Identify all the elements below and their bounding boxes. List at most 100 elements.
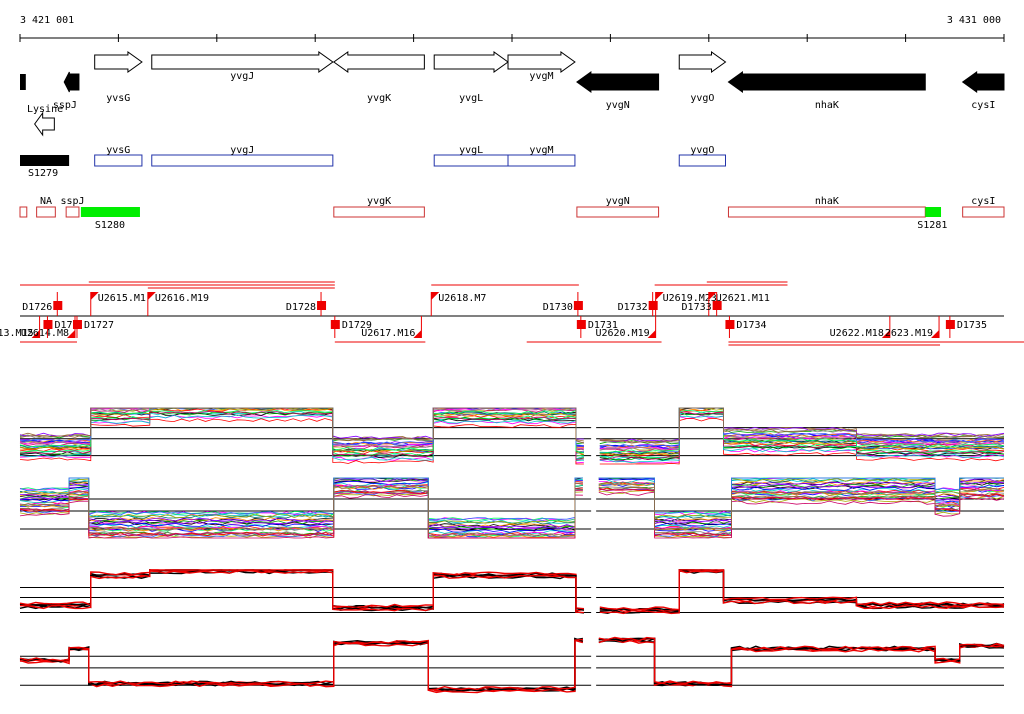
ruler-ticks — [19, 34, 1005, 42]
gene-arrow — [961, 71, 1005, 93]
gene-arrow — [20, 74, 26, 90]
flag-mark — [945, 320, 955, 329]
box-black — [20, 155, 70, 166]
flag-label: D1729 — [342, 320, 372, 331]
gene-label: yvgN — [606, 100, 630, 111]
box-label: NA — [40, 196, 52, 207]
box-blue — [151, 154, 334, 167]
flag-label: U2619.M23 — [663, 293, 717, 304]
box-blue — [94, 154, 143, 167]
flag-mark — [317, 301, 327, 310]
flag-label: U2618.M7 — [438, 293, 486, 304]
track-line — [19, 480, 1005, 536]
flag-mark — [53, 301, 63, 310]
flag-label: D1733 — [682, 302, 712, 313]
flag-label: U2616.M19 — [155, 293, 209, 304]
track-line — [19, 477, 1004, 522]
gene-arrows: sspJ yvsG yvgJ yvgK yvgL yvgM yvgN yvgO nhaK cysI — [20, 51, 1005, 111]
plus-strand-boxes: S1279 yvsG yvgJ yvgL yvgM yvgO — [20, 145, 727, 179]
gene-arrow — [727, 71, 926, 93]
flag-mark — [413, 330, 422, 338]
gene-label: yvgK — [367, 93, 391, 104]
flag-mark — [708, 292, 717, 300]
box-label: yvgN — [606, 196, 630, 207]
track-line — [19, 478, 1005, 533]
ruler-end-label: 3 431 000 — [947, 15, 1001, 26]
box-blue — [507, 154, 576, 167]
flag-label: D17 — [54, 320, 72, 331]
flag-mark — [648, 301, 658, 310]
flag-label: D1727 — [84, 320, 114, 331]
transcription-flags: D1726 U2615.M1 U2616.M19 D1728 U2618.M7 D1730… — [0, 281, 1024, 346]
gene-arrow — [678, 51, 727, 73]
flag-label: D1726 — [22, 302, 52, 313]
flag-label: 2613.M15 — [0, 328, 34, 339]
track-line — [19, 407, 1005, 444]
box-label: sspJ — [61, 196, 85, 207]
flag-mark — [655, 292, 664, 300]
flag-label: U2617.M16 — [361, 328, 415, 339]
box-label: nhaK — [815, 196, 839, 207]
flag-mark — [90, 292, 99, 300]
flag-label: U2615.M1 — [98, 293, 146, 304]
track-line — [19, 414, 1005, 464]
box-label: S1280 — [95, 220, 125, 231]
gene-arrow — [433, 51, 509, 73]
gene-arrow — [507, 51, 576, 73]
flag-label: U2614.M8 — [21, 328, 69, 339]
box-red — [65, 206, 80, 218]
gene-label: yvgM — [529, 71, 553, 82]
track-line — [19, 639, 1005, 694]
track-line — [19, 569, 1005, 615]
flag-label: 2623.M19 — [885, 328, 933, 339]
box-label: S1281 — [917, 220, 947, 231]
gene-label: sspJ — [53, 100, 77, 111]
gene-label: cysI — [971, 100, 995, 111]
track-line — [19, 410, 1005, 460]
box-label: S1279 — [28, 168, 58, 179]
flag-mark — [67, 330, 76, 338]
flag-mark — [931, 330, 940, 338]
flag-label: D1732 — [618, 302, 648, 313]
box-blue — [433, 154, 509, 167]
track-line — [19, 636, 1005, 691]
flag-mark — [725, 320, 735, 329]
track-line — [19, 569, 1005, 611]
gene-label: yvgO — [690, 93, 714, 104]
box-label: yvgJ — [230, 145, 254, 156]
ruler: 3 421 001 3 431 000 — [19, 15, 1005, 42]
flag-label: D1735 — [957, 320, 987, 331]
box-red — [36, 206, 56, 218]
flag-mark — [43, 320, 53, 329]
box-label: yvgK — [367, 196, 391, 207]
flag-label: D1730 — [543, 302, 573, 313]
minus-strand-boxes: NA sspJ S1280 yvgK yvgN nhaK S1281 cysI — [19, 196, 1005, 231]
flag-mark — [712, 301, 722, 310]
flag-mark — [147, 292, 156, 300]
gene-label: yvsG — [106, 93, 130, 104]
flag-mark — [573, 301, 583, 310]
lysine-arrow — [34, 111, 55, 137]
gene-arrow — [332, 51, 425, 73]
box-red — [19, 206, 28, 218]
box-label: cysI — [971, 196, 995, 207]
box-red — [962, 206, 1005, 218]
track-line — [19, 418, 1005, 465]
gene-label: yvgJ — [230, 71, 254, 82]
lysine-riboswitch: Lysine — [27, 104, 63, 137]
flag-label: D1728 — [286, 302, 316, 313]
track-line — [19, 637, 1005, 691]
box-label: yvgO — [690, 145, 714, 156]
flag-label: U2621.M11 — [716, 293, 770, 304]
track-line — [19, 481, 1005, 537]
track-line — [19, 477, 1005, 531]
box-green — [925, 207, 942, 217]
box-label: yvsG — [106, 145, 130, 156]
gene-label: nhaK — [815, 100, 839, 111]
flag-mark — [647, 330, 656, 338]
gene-arrow — [94, 51, 143, 73]
gene-arrow — [151, 51, 334, 73]
track-line — [19, 477, 1005, 530]
track-line — [19, 488, 1005, 539]
